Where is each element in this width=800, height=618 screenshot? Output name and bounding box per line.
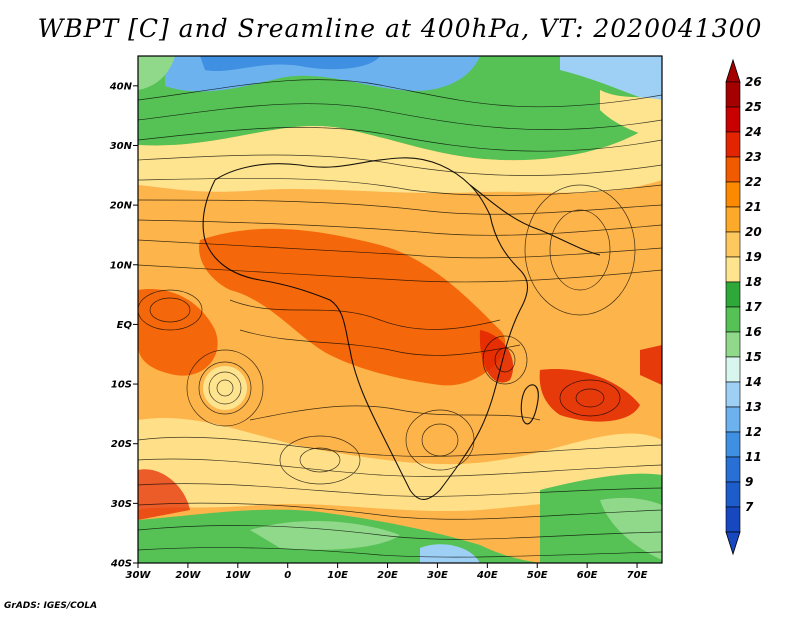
colorbar-segment (725, 181, 741, 208)
map-frame (137, 55, 663, 564)
colorbar-segment (725, 281, 741, 308)
colorbar-level-label: 19 (745, 250, 762, 264)
latitude-tick-label: EQ (117, 320, 133, 331)
longitude-tick-label: 20W (175, 570, 201, 581)
colorbar-max-arrow (725, 58, 741, 83)
credit-label: GrADS: IGES/COLA (4, 601, 98, 611)
latitude-tick-label: 20N (110, 201, 133, 212)
colorbar: 26 25 24 23 22 21 20 19 18 17 16 15 14 13 12 11 9 7 (725, 58, 762, 556)
colorbar-segment (725, 106, 741, 133)
colorbar-level-label: 25 (745, 100, 762, 114)
colorbar-level-label: 11 (745, 450, 762, 464)
latitude-tick-label: 10S (111, 380, 132, 391)
colorbar-level-label: 12 (745, 425, 762, 439)
colorbar-segment (725, 331, 741, 358)
colorbar-level-label: 16 (745, 325, 762, 339)
colorbar-level-label: 24 (745, 125, 762, 139)
streamlines (138, 79, 662, 558)
colorbar-level-label: 9 (745, 475, 753, 489)
colorbar-segment (725, 81, 741, 108)
colorbar-level-label: 18 (745, 275, 762, 289)
latitude-tick-label: 30S (111, 499, 132, 510)
colorbar-segment (725, 256, 741, 283)
longitude-tick-label: 50E (527, 570, 548, 581)
colorbar-segment (725, 456, 741, 483)
colorbar-level-label: 7 (745, 500, 754, 514)
colorbar-segment (725, 356, 741, 383)
longitude-tick-label: 70E (627, 570, 648, 581)
colorbar-segment (725, 406, 741, 433)
colorbar-segment (725, 231, 741, 258)
longitude-tick-label: 30E (427, 570, 448, 581)
colorbar-segment (725, 131, 741, 158)
colorbar-segment (725, 206, 741, 233)
north-warm-band (138, 118, 662, 193)
colorbar-segment (725, 156, 741, 183)
latitude-tick-label: 30N (110, 141, 133, 152)
map-title: WBPT [C] and Sreamline at 400hPa, VT: 20… (37, 14, 763, 43)
latitude-tick-label: 10N (110, 260, 133, 271)
longitude-tick-label: 30W (126, 570, 152, 581)
colorbar-level-label: 15 (745, 350, 762, 364)
longitude-tick-label: 60E (577, 570, 598, 581)
longitude-tick-label: 10E (327, 570, 348, 581)
longitude-tick-label: 10W (225, 570, 251, 581)
tropical-warm-core (199, 228, 506, 386)
colorbar-level-label: 23 (745, 150, 762, 164)
colorbar-segment (725, 431, 741, 458)
latitude-tick-label: 40N (109, 81, 133, 92)
longitude-tick-label: 20E (377, 570, 398, 581)
colorbar-min-arrow (725, 531, 741, 556)
colorbar-level-label: 21 (745, 200, 762, 214)
wbpt-field (138, 56, 662, 563)
colorbar-segment (725, 381, 741, 408)
latitude-tick-label: 40S (110, 559, 132, 570)
latitude-axis: 40N 30N 20N 10N EQ 10S 20S 30S 40S (109, 81, 138, 570)
coastlines (202, 157, 601, 500)
colorbar-segment (725, 506, 741, 533)
latitude-tick-label: 20S (111, 439, 132, 450)
colorbar-segment (725, 306, 741, 333)
colorbar-level-label: 13 (745, 400, 762, 414)
colorbar-level-label: 26 (745, 75, 762, 89)
colorbar-level-label: 22 (745, 175, 762, 189)
longitude-axis: 30W 20W 10W 0 10E 20E 30E 40E 50E 60E 70E (126, 563, 648, 581)
longitude-tick-label: 0 (284, 570, 291, 581)
south-warm-band (138, 417, 662, 512)
longitude-tick-label: 40E (476, 570, 498, 581)
colorbar-level-label: 17 (745, 300, 762, 314)
colorbar-level-label: 14 (745, 375, 762, 389)
colorbar-segment (725, 481, 741, 508)
colorbar-level-label: 20 (745, 225, 762, 239)
